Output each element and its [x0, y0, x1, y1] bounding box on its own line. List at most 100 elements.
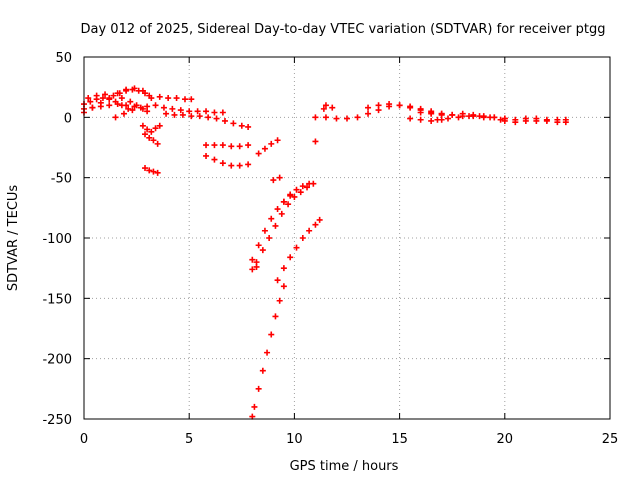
y-tick-labels: 50 0 -50 -100 -150 -200 -250 — [42, 51, 72, 428]
series-arc-ab — [407, 115, 445, 124]
data-point — [316, 216, 323, 223]
data-point — [173, 95, 180, 102]
data-point — [179, 111, 186, 118]
x-tick-label: 20 — [497, 432, 514, 447]
data-point — [259, 247, 266, 254]
series-arc-e — [112, 102, 159, 121]
data-point — [396, 102, 403, 109]
data-point — [272, 222, 279, 229]
data-point — [428, 110, 435, 117]
data-point — [230, 120, 237, 127]
data-point — [312, 221, 319, 228]
x-tick-label: 10 — [286, 432, 303, 447]
data-point — [87, 98, 94, 105]
data-point — [85, 95, 92, 102]
data-point — [320, 105, 327, 112]
y-tick-label: -100 — [42, 232, 72, 247]
data-point — [291, 193, 298, 200]
data-point — [259, 367, 266, 374]
data-point — [375, 102, 382, 109]
data-point — [203, 108, 210, 115]
data-point — [102, 91, 109, 98]
series-arc-f — [116, 86, 155, 102]
data-point — [278, 210, 285, 217]
data-point — [434, 116, 441, 123]
data-point — [144, 126, 151, 133]
data-point — [274, 206, 281, 213]
data-point — [306, 227, 313, 234]
data-points — [81, 85, 569, 420]
data-point — [156, 122, 163, 129]
x-tick-label: 15 — [391, 432, 408, 447]
axis-ticks — [83, 56, 611, 420]
data-point — [455, 114, 462, 121]
data-point — [287, 192, 294, 199]
series-arc-r — [249, 283, 287, 420]
data-point — [142, 90, 149, 97]
data-point — [386, 101, 393, 108]
data-point — [150, 137, 157, 144]
series-arc-y — [322, 102, 336, 111]
series-arc-i — [142, 165, 161, 176]
x-tick-label: 5 — [185, 432, 193, 447]
data-point — [293, 244, 300, 251]
data-point — [99, 95, 106, 102]
y-tick-label: 50 — [55, 51, 72, 66]
data-point — [93, 92, 100, 99]
chart-title: Day 012 of 2025, Sidereal Day-to-day VTE… — [81, 22, 606, 37]
data-point — [299, 235, 306, 241]
data-point — [114, 101, 121, 108]
data-point — [213, 115, 220, 122]
data-point — [272, 313, 279, 320]
data-point — [261, 145, 268, 152]
x-tick-label: 25 — [602, 432, 619, 447]
data-point — [116, 90, 123, 97]
data-point — [438, 111, 445, 118]
data-point — [177, 107, 184, 114]
data-point — [142, 131, 149, 138]
data-point — [459, 110, 466, 117]
data-point — [129, 107, 136, 114]
data-point — [154, 169, 161, 176]
series-arc-x — [312, 105, 327, 121]
data-point — [249, 256, 256, 263]
data-point — [480, 113, 487, 120]
data-point — [228, 162, 235, 169]
series-arc-g — [139, 122, 163, 135]
data-point — [249, 266, 256, 273]
data-point — [491, 114, 498, 121]
data-point — [329, 104, 336, 111]
series-arc-a — [81, 85, 153, 116]
data-point — [497, 116, 504, 123]
data-point — [280, 283, 287, 290]
series-arc-v — [270, 174, 283, 184]
data-point — [163, 110, 170, 117]
data-point — [501, 117, 508, 124]
data-point — [264, 349, 271, 356]
data-point — [322, 114, 329, 121]
data-point — [365, 104, 372, 111]
x-tick-labels: 0 5 10 15 20 25 — [80, 432, 618, 447]
data-point — [152, 125, 159, 132]
data-point — [135, 87, 142, 94]
data-point — [123, 87, 130, 94]
data-point — [255, 150, 262, 157]
data-point — [255, 242, 262, 249]
data-point — [274, 277, 281, 284]
data-point — [129, 86, 136, 93]
data-point — [287, 254, 294, 261]
data-point — [444, 115, 451, 122]
data-point — [106, 96, 113, 103]
data-point — [188, 96, 195, 103]
data-point — [127, 98, 134, 105]
data-point — [146, 134, 153, 141]
series-arc-l — [163, 110, 252, 130]
series-arc-t — [280, 180, 313, 205]
data-point — [417, 109, 424, 116]
data-point — [312, 114, 319, 121]
data-point — [268, 331, 275, 338]
data-point — [543, 116, 550, 123]
data-point — [106, 102, 113, 109]
data-point — [169, 105, 176, 112]
